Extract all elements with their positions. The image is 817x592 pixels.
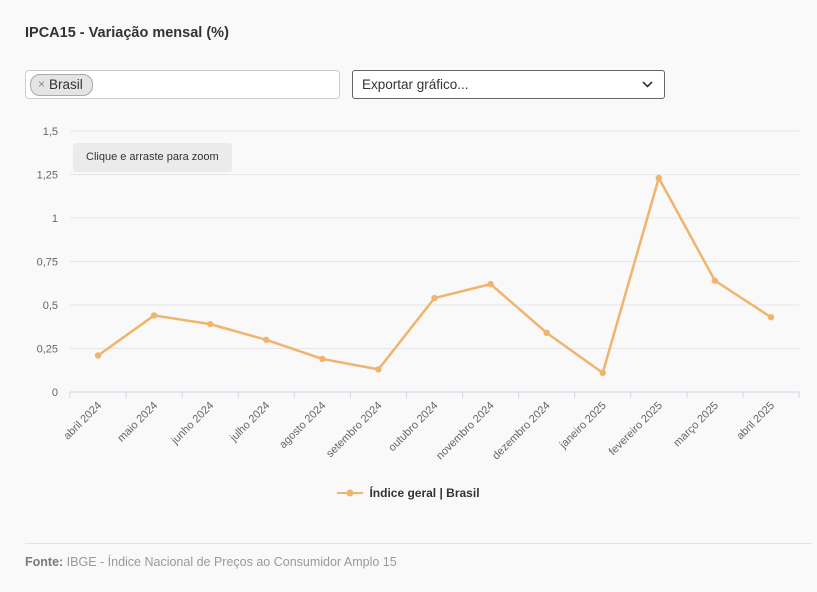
- x-axis-category-label: fevereiro 2025: [607, 400, 665, 458]
- x-axis-category-label: outubro 2024: [386, 400, 440, 454]
- x-axis-category-label: novembro 2024: [434, 400, 497, 463]
- x-axis-category-label: janeiro 2025: [557, 400, 609, 452]
- zoom-hint-button: Clique e arraste para zoom: [73, 143, 232, 172]
- source-text: IBGE - Índice Nacional de Preços ao Cons…: [63, 555, 397, 569]
- source-label: Fonte:: [25, 555, 64, 569]
- data-point[interactable]: [487, 280, 494, 288]
- data-point[interactable]: [375, 366, 382, 373]
- source-footer: Fonte: IBGE - Índice Nacional de Preços …: [25, 543, 812, 569]
- legend-item[interactable]: Índice geral | Brasil: [0, 486, 817, 500]
- data-point[interactable]: [263, 336, 270, 343]
- data-point[interactable]: [711, 277, 719, 284]
- x-axis-category-label: julho 2024: [227, 400, 272, 445]
- data-point[interactable]: [599, 369, 606, 377]
- remove-tag-icon[interactable]: ×: [38, 76, 46, 91]
- x-axis-category-label: abril 2024: [62, 400, 105, 443]
- y-axis-tick-label: 1,5: [43, 126, 58, 138]
- x-axis-category-label: março 2025: [671, 400, 721, 450]
- controls-row: × Brasil Exportar gráfico...: [25, 70, 665, 99]
- x-axis-category-label: agosto 2024: [277, 400, 328, 451]
- series-line: [96, 176, 773, 375]
- x-axis-category-label: junho 2024: [169, 400, 217, 448]
- territory-tag-label: Brasil: [49, 76, 83, 92]
- y-axis-tick-label: 0,75: [37, 257, 58, 269]
- y-axis-tick-label: 1,25: [37, 170, 58, 182]
- data-point[interactable]: [431, 294, 438, 302]
- data-point[interactable]: [206, 320, 214, 328]
- y-axis-tick-label: 1: [52, 213, 58, 225]
- x-axis-category-label: setembro 2024: [324, 400, 384, 460]
- data-point[interactable]: [655, 174, 663, 182]
- data-point[interactable]: [150, 312, 158, 319]
- data-point[interactable]: [319, 355, 326, 363]
- export-select-value: Exportar gráfico...: [362, 77, 469, 92]
- y-axis-tick-label: 0: [52, 387, 58, 399]
- x-axis-category-label: abril 2025: [734, 400, 777, 443]
- chevron-down-icon: [642, 81, 653, 88]
- y-axis-tick-label: 0,25: [37, 344, 58, 356]
- data-point[interactable]: [543, 329, 550, 337]
- page-title: IPCA15 - Variação mensal (%): [25, 25, 229, 41]
- data-point[interactable]: [767, 313, 775, 321]
- export-chart-select[interactable]: Exportar gráfico...: [352, 70, 665, 99]
- chart-area: 0 0,25 0,5 0,75 1 1,25 1,5 abril 2024 maio 2024 j…: [0, 110, 817, 482]
- legend-label: Índice geral | Brasil: [369, 486, 480, 500]
- territory-filter-input[interactable]: × Brasil: [25, 70, 340, 99]
- y-axis-tick-label: 0,5: [43, 300, 58, 312]
- x-axis-category-label: dezembro 2024: [490, 400, 553, 463]
- legend-marker-icon: [337, 489, 364, 497]
- territory-tag-brasil[interactable]: × Brasil: [30, 73, 93, 96]
- data-point[interactable]: [94, 352, 102, 359]
- x-axis-category-label: maio 2024: [115, 400, 160, 445]
